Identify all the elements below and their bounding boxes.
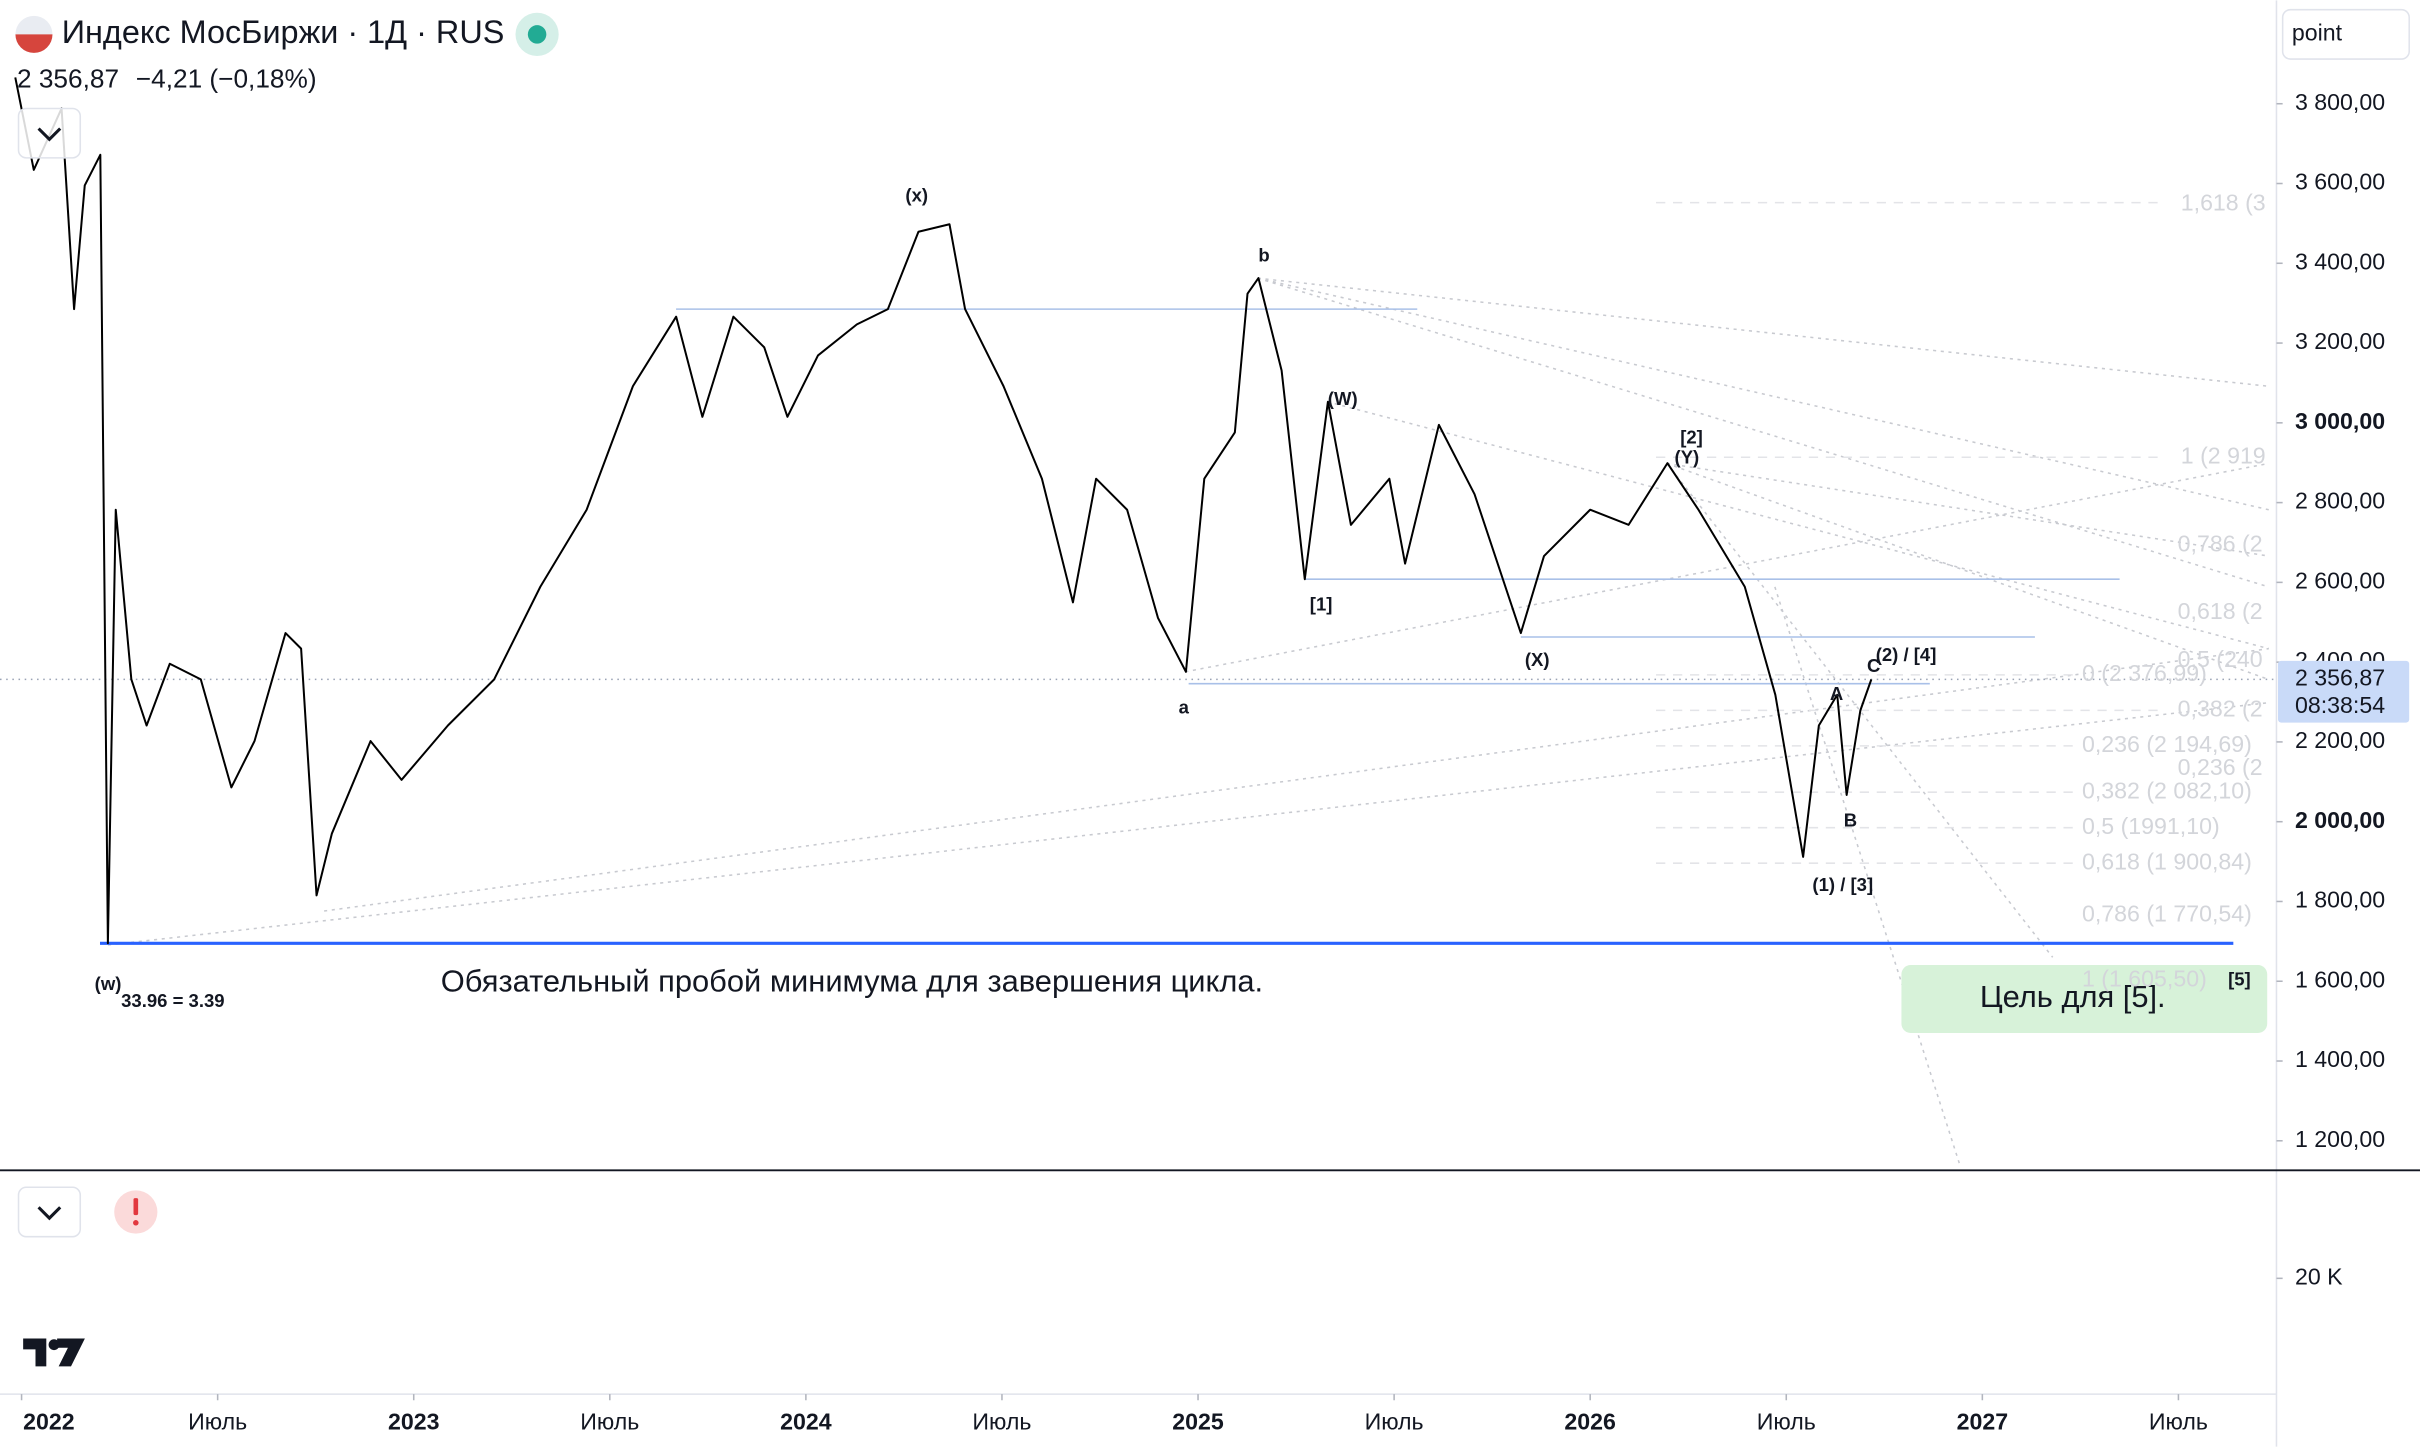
- fib-label: 0,5 (240: [2178, 646, 2263, 672]
- x-tick-label: Июль: [1365, 1409, 1424, 1435]
- tradingview-logo[interactable]: [23, 1338, 85, 1367]
- collapse-button[interactable]: [17, 107, 82, 159]
- x-tick-label: Июль: [580, 1409, 639, 1435]
- wave-label: (x): [905, 184, 928, 205]
- fib-label: 0,236 (2 194,69): [2082, 731, 2252, 757]
- alert-dot: [133, 1220, 139, 1226]
- x-tick-label: Июль: [188, 1409, 247, 1435]
- x-tick-label: Июль: [1757, 1409, 1816, 1435]
- trend-line: [1257, 277, 2269, 511]
- wave-label: [2]: [1680, 427, 1703, 448]
- scale-unit: point: [2292, 19, 2343, 45]
- wave-label: 33.96 = 3.39: [121, 990, 224, 1011]
- x-tick-label: 2023: [388, 1409, 440, 1435]
- fib-label: 0,618 (2: [2178, 598, 2263, 624]
- fib-label: 0,786 (2: [2178, 530, 2263, 556]
- price-tag-value: 2 356,87: [2295, 664, 2385, 690]
- trend-line: [1666, 462, 2269, 557]
- wave-label: (2) / [4]: [1876, 644, 1937, 665]
- trend-line: [1257, 277, 2269, 588]
- wave-label: C: [1867, 655, 1880, 676]
- fib-label: 1,618 (3: [2181, 189, 2266, 215]
- price-change: −4,21 (−0,18%): [136, 64, 317, 94]
- fib-lines: [1656, 201, 2161, 864]
- y-tick-label: 1 600,00: [2295, 966, 2385, 992]
- y-tick-label: 2 600,00: [2295, 567, 2385, 593]
- last-price: 2 356,87: [17, 64, 119, 94]
- pane-collapse-button[interactable]: [17, 1186, 82, 1238]
- scale-mode[interactable]: [2281, 8, 2410, 60]
- trend-line: [324, 647, 2269, 912]
- target-box: [1901, 965, 2268, 1033]
- plot: [0, 77, 2277, 945]
- y-tick-label: 1 400,00: [2295, 1046, 2385, 1072]
- y-tick-label: 3 600,00: [2295, 169, 2385, 195]
- wave-label: B: [1844, 809, 1857, 830]
- wave-label: [5]: [2228, 968, 2251, 989]
- fib-label: 1 (2 919: [2181, 442, 2266, 468]
- x-tick-label: 2027: [1957, 1409, 2008, 1435]
- chevron: [37, 127, 62, 142]
- y-tick-label: 3 800,00: [2295, 89, 2385, 115]
- x-tick-label: 2025: [1172, 1409, 1224, 1435]
- trend-line: [1666, 462, 2270, 681]
- y-tick-label: 3 000,00: [2295, 408, 2385, 434]
- fib-label: 0,786 (1 770,54): [2082, 901, 2252, 927]
- x-tick-label: 2024: [780, 1409, 832, 1435]
- status-dot: [527, 25, 547, 44]
- wave-label: (X): [1525, 649, 1550, 670]
- annotation-text: Обязательный пробой минимума для заверше…: [441, 964, 1263, 999]
- x-tick-label: Июль: [972, 1409, 1031, 1435]
- x-tick-label: 2022: [23, 1409, 74, 1435]
- fib-label: 0 (2 376,99): [2082, 660, 2207, 686]
- wave-label: a: [1179, 697, 1190, 718]
- y-tick-label: 2 000,00: [2295, 807, 2385, 833]
- price-tag-countdown: 08:38:54: [2295, 692, 2385, 718]
- trend-line: [1327, 400, 2269, 650]
- fib-label: 0,5 (1991,10): [2082, 813, 2220, 839]
- wave-label: A: [1830, 683, 1843, 704]
- fib-label: 0,382 (2: [2178, 695, 2263, 721]
- price-line-series: [14, 77, 1873, 945]
- x-tick-label: Июль: [2149, 1409, 2208, 1435]
- x-tick-label: 2026: [1564, 1409, 1616, 1435]
- volume-tick-label: 20 K: [2295, 1263, 2343, 1289]
- wave-label: (w): [95, 973, 122, 994]
- chevron: [37, 1206, 62, 1221]
- decorations: [107, 277, 2270, 1166]
- flag-red: [15, 34, 53, 53]
- y-tick-label: 1 200,00: [2295, 1126, 2385, 1152]
- y-tick-label: 2 200,00: [2295, 727, 2385, 753]
- wave-label: (W): [1328, 388, 1358, 409]
- y-tick-label: 3 400,00: [2295, 248, 2385, 274]
- y-tick-label: 2 800,00: [2295, 488, 2385, 514]
- wave-label: (1) / [3]: [1812, 874, 1873, 895]
- wave-label: [1]: [1310, 593, 1333, 614]
- trend-line: [1185, 462, 2269, 673]
- price-tag: [2278, 660, 2410, 723]
- symbol-title: Индекс МосБиржи · 1Д · RUS: [62, 14, 505, 50]
- fib-label: 1 (1 605,50): [2082, 966, 2207, 992]
- y-tick-label: 1 800,00: [2295, 887, 2385, 913]
- annotation-text: Цель для [5].: [1980, 979, 2166, 1014]
- wave-label: (Y): [1675, 447, 1700, 468]
- y-tick-label: 3 200,00: [2295, 328, 2385, 354]
- fib-label: 0,236 (2: [2178, 754, 2263, 780]
- fib-label: 0,618 (1 900,84): [2082, 848, 2252, 874]
- tradingview-logo-dot: [48, 1339, 60, 1351]
- alert-mark: [133, 1198, 139, 1216]
- fib-label: 0,382 (2 082,10): [2082, 777, 2252, 803]
- wave-label: b: [1258, 245, 1269, 266]
